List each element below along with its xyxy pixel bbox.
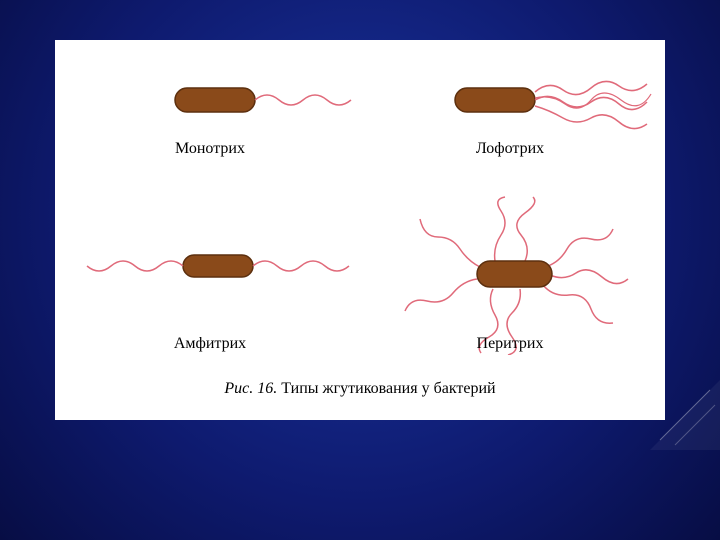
cell-amphitrich: Амфитрих: [65, 215, 355, 355]
caption-prefix: Рис. 16.: [224, 380, 277, 397]
diagram-panel: Монотрих Лофотрих Амфитрих: [55, 40, 665, 420]
cell-peritrich: Перитрих: [365, 195, 655, 335]
label-amphitrich: Амфитрих: [65, 335, 355, 353]
label-lophotrich: Лофотрих: [365, 140, 655, 158]
monotrich-figure: [65, 50, 355, 150]
label-monotrich: Монотрих: [65, 140, 355, 158]
peritrich-figure: [365, 195, 665, 355]
lophotrich-figure: [365, 50, 665, 150]
cell-monotrich: Монотрих: [65, 50, 355, 190]
slide-background: Монотрих Лофотрих Амфитрих: [0, 0, 720, 540]
figure-caption: Рис. 16. Типы жгутикования у бактерий: [55, 380, 665, 398]
label-peritrich: Перитрих: [365, 335, 655, 353]
cell-lophotrich: Лофотрих: [365, 50, 655, 190]
caption-text: Типы жгутикования у бактерий: [281, 380, 495, 397]
amphitrich-figure: [65, 215, 355, 325]
